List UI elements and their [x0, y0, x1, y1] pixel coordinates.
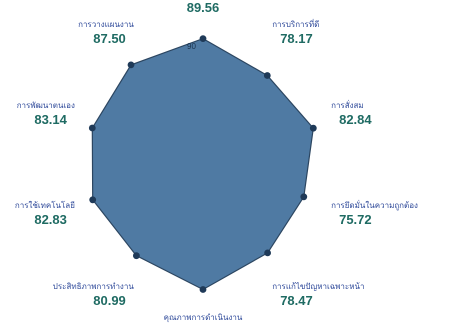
- data-point-10: [127, 61, 135, 69]
- data-point-9: [88, 124, 96, 132]
- value-label-9: 83.14: [34, 112, 67, 127]
- category-label-6: คุณภาพการดำเนินงาน: [164, 313, 243, 322]
- radial-tick-label: 90: [187, 42, 196, 51]
- data-point-1: [199, 35, 207, 42]
- category-label-7: ประสิทธิภาพการทำงาน: [53, 282, 135, 291]
- data-point-8: [89, 196, 97, 204]
- data-markers: [88, 35, 317, 293]
- data-point-7: [133, 252, 140, 260]
- value-label-8: 82.83: [34, 212, 67, 227]
- category-label-5: การแก้ไขปัญหาเฉพาะหน้า: [272, 282, 364, 291]
- value-label-5: 78.47: [280, 293, 313, 308]
- category-label-4: การยึดมั่นในความถูกต้อง: [331, 199, 418, 211]
- data-point-2: [263, 72, 271, 79]
- category-label-9: การพัฒนาตนเอง: [17, 101, 75, 110]
- data-point-5: [264, 249, 271, 257]
- value-label-4: 75.72: [339, 212, 372, 227]
- category-label-8: การใช้เทคโนโลยี: [15, 200, 75, 210]
- data-point-4: [300, 193, 308, 201]
- data-point-6: [199, 286, 207, 293]
- value-label-3: 82.84: [339, 112, 372, 127]
- value-label-10: 87.50: [93, 31, 126, 46]
- value-label-6: 89.65: [187, 324, 220, 327]
- axis-labels: การมุ่งผลสัมฤทธิ์89.56การบริการที่ดี78.1…: [15, 0, 418, 327]
- value-label-2: 78.17: [280, 31, 313, 46]
- category-label-10: การวางแผนงาน: [78, 20, 134, 29]
- data-point-3: [309, 124, 317, 132]
- radar-area: [91, 37, 314, 291]
- category-label-2: การบริการที่ดี: [272, 18, 319, 29]
- value-label-1: 89.56: [187, 0, 220, 15]
- category-label-3: การสั่งสม: [331, 99, 364, 110]
- value-label-7: 80.99: [93, 293, 126, 308]
